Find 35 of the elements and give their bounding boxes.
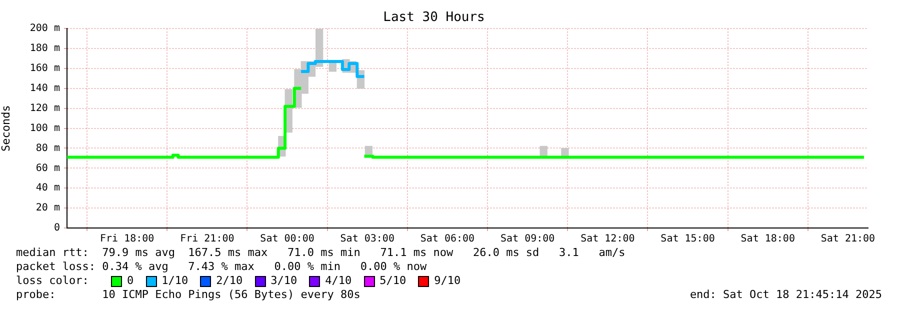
y-axis-title: Seconds	[0, 105, 12, 152]
x-tick-label: Sat 18:00	[740, 234, 795, 245]
y-tick-label: 160 m	[30, 63, 60, 74]
y-tick-label: 60 m	[36, 162, 60, 174]
x-tick-label: Sat 09:00	[500, 234, 555, 245]
text: median rtt: 79.9 ms avg 167.5 ms max 71.0 ms min 71.1 ms now 26.0 ms sd 3.1 am/s	[16, 246, 626, 260]
chart-title: Last 30 Hours	[383, 10, 485, 26]
x-tick-label: Fri 18:00	[100, 234, 154, 245]
y-tick-label: 140 m	[30, 83, 60, 94]
y-tick-label: 20 m	[36, 202, 60, 214]
legend-label: 9/10	[434, 274, 461, 288]
x-tick-label: Sat 06:00	[420, 234, 475, 245]
legend-label: 2/10	[216, 274, 243, 288]
y-tick-label: 80 m	[36, 142, 60, 154]
legend-title: loss color:	[16, 274, 90, 288]
text: probe: 10 ICMP Echo Pings (56 Bytes) every 80s	[16, 288, 360, 302]
legend-label: 4/10	[325, 274, 352, 288]
y-tick-label: 40 m	[36, 182, 60, 194]
y-tick-label: 200 m	[30, 23, 60, 34]
text: end: Sat Oct 18 21:45:14 2025	[690, 288, 882, 302]
y-tick-label: 100 m	[30, 122, 60, 134]
y-tick-label: 0	[54, 222, 60, 234]
text: packet loss: 0.34 % avg 7.43 % max 0.00 % min 0.00 % now	[16, 260, 427, 274]
legend-label: 1/10	[162, 274, 188, 288]
x-tick-label: Fri 21:00	[180, 234, 234, 245]
x-tick-label: Sat 00:00	[260, 234, 314, 245]
x-tick-label: Sat 03:00	[340, 234, 394, 245]
legend-label: 0	[127, 274, 134, 288]
y-tick-label: 120 m	[30, 102, 60, 114]
x-tick-label: Sat 15:00	[660, 234, 715, 245]
x-tick-label: Sat 21:00	[820, 234, 876, 245]
y-tick-label: 180 m	[30, 43, 60, 54]
legend-label: 5/10	[380, 274, 406, 288]
x-tick-label: Sat 12:00	[580, 234, 635, 245]
legend-label: 3/10	[270, 274, 298, 288]
